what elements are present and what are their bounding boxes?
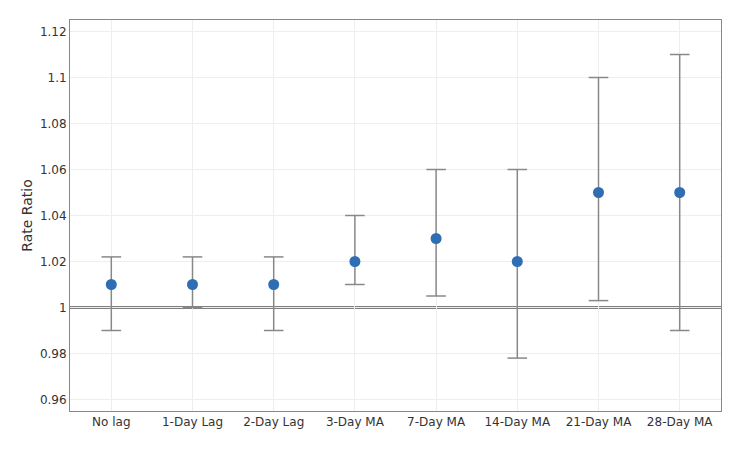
svg-text:28-Day MA: 28-Day MA	[647, 415, 713, 429]
svg-text:1-Day Lag: 1-Day Lag	[162, 415, 223, 429]
svg-text:1.1: 1.1	[48, 71, 67, 85]
svg-text:1: 1	[59, 301, 67, 315]
svg-text:1.08: 1.08	[40, 117, 67, 131]
svg-text:14-Day MA: 14-Day MA	[484, 415, 550, 429]
svg-text:21-Day MA: 21-Day MA	[566, 415, 632, 429]
svg-text:0.98: 0.98	[40, 347, 67, 361]
svg-text:Rate Ratio: Rate Ratio	[19, 179, 35, 252]
svg-text:3-Day MA: 3-Day MA	[326, 415, 385, 429]
svg-text:1.04: 1.04	[40, 209, 67, 223]
svg-text:1.06: 1.06	[40, 163, 67, 177]
svg-text:0.96: 0.96	[40, 393, 67, 407]
svg-text:7-Day MA: 7-Day MA	[407, 415, 466, 429]
svg-text:1.12: 1.12	[40, 25, 67, 39]
svg-text:2-Day Lag: 2-Day Lag	[243, 415, 304, 429]
svg-text:1.02: 1.02	[40, 255, 67, 269]
svg-text:No lag: No lag	[92, 415, 130, 429]
